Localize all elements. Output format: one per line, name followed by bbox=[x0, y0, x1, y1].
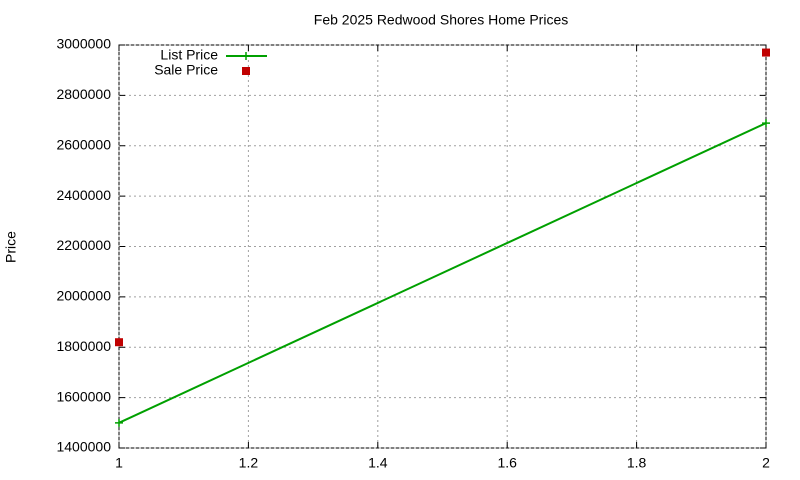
x-tick-label: 1.4 bbox=[368, 455, 388, 471]
chart-title: Feb 2025 Redwood Shores Home Prices bbox=[314, 12, 568, 28]
y-tick-label: 2200000 bbox=[56, 237, 111, 253]
line bbox=[118, 122, 767, 424]
y-tick-label: 1400000 bbox=[56, 439, 111, 455]
y-tick-label: 3000000 bbox=[56, 36, 111, 52]
y-tick-label: 2800000 bbox=[56, 86, 111, 102]
y-tick-label: 2000000 bbox=[56, 288, 111, 304]
x-tick-label: 2 bbox=[762, 455, 770, 471]
x-tick-label: 1.2 bbox=[239, 455, 259, 471]
legend-label: List Price bbox=[160, 47, 218, 63]
point bbox=[115, 338, 123, 347]
legend-label: Sale Price bbox=[154, 62, 218, 78]
point bbox=[115, 418, 123, 427]
plot-frame bbox=[118, 44, 767, 449]
point bbox=[762, 48, 770, 57]
x-tick-label: 1.6 bbox=[497, 455, 517, 471]
legend-marker bbox=[242, 67, 250, 75]
x-tick-label: 1.8 bbox=[627, 455, 647, 471]
y-tick-label: 1600000 bbox=[56, 388, 111, 404]
legend-marker bbox=[242, 52, 250, 60]
y-axis-label: Price bbox=[3, 231, 19, 263]
x-tick-label: 1 bbox=[115, 455, 123, 471]
y-tick-label: 2600000 bbox=[56, 136, 111, 152]
y-tick-label: 2400000 bbox=[56, 187, 111, 203]
y-tick-label: 1800000 bbox=[56, 338, 111, 354]
point bbox=[762, 119, 770, 128]
